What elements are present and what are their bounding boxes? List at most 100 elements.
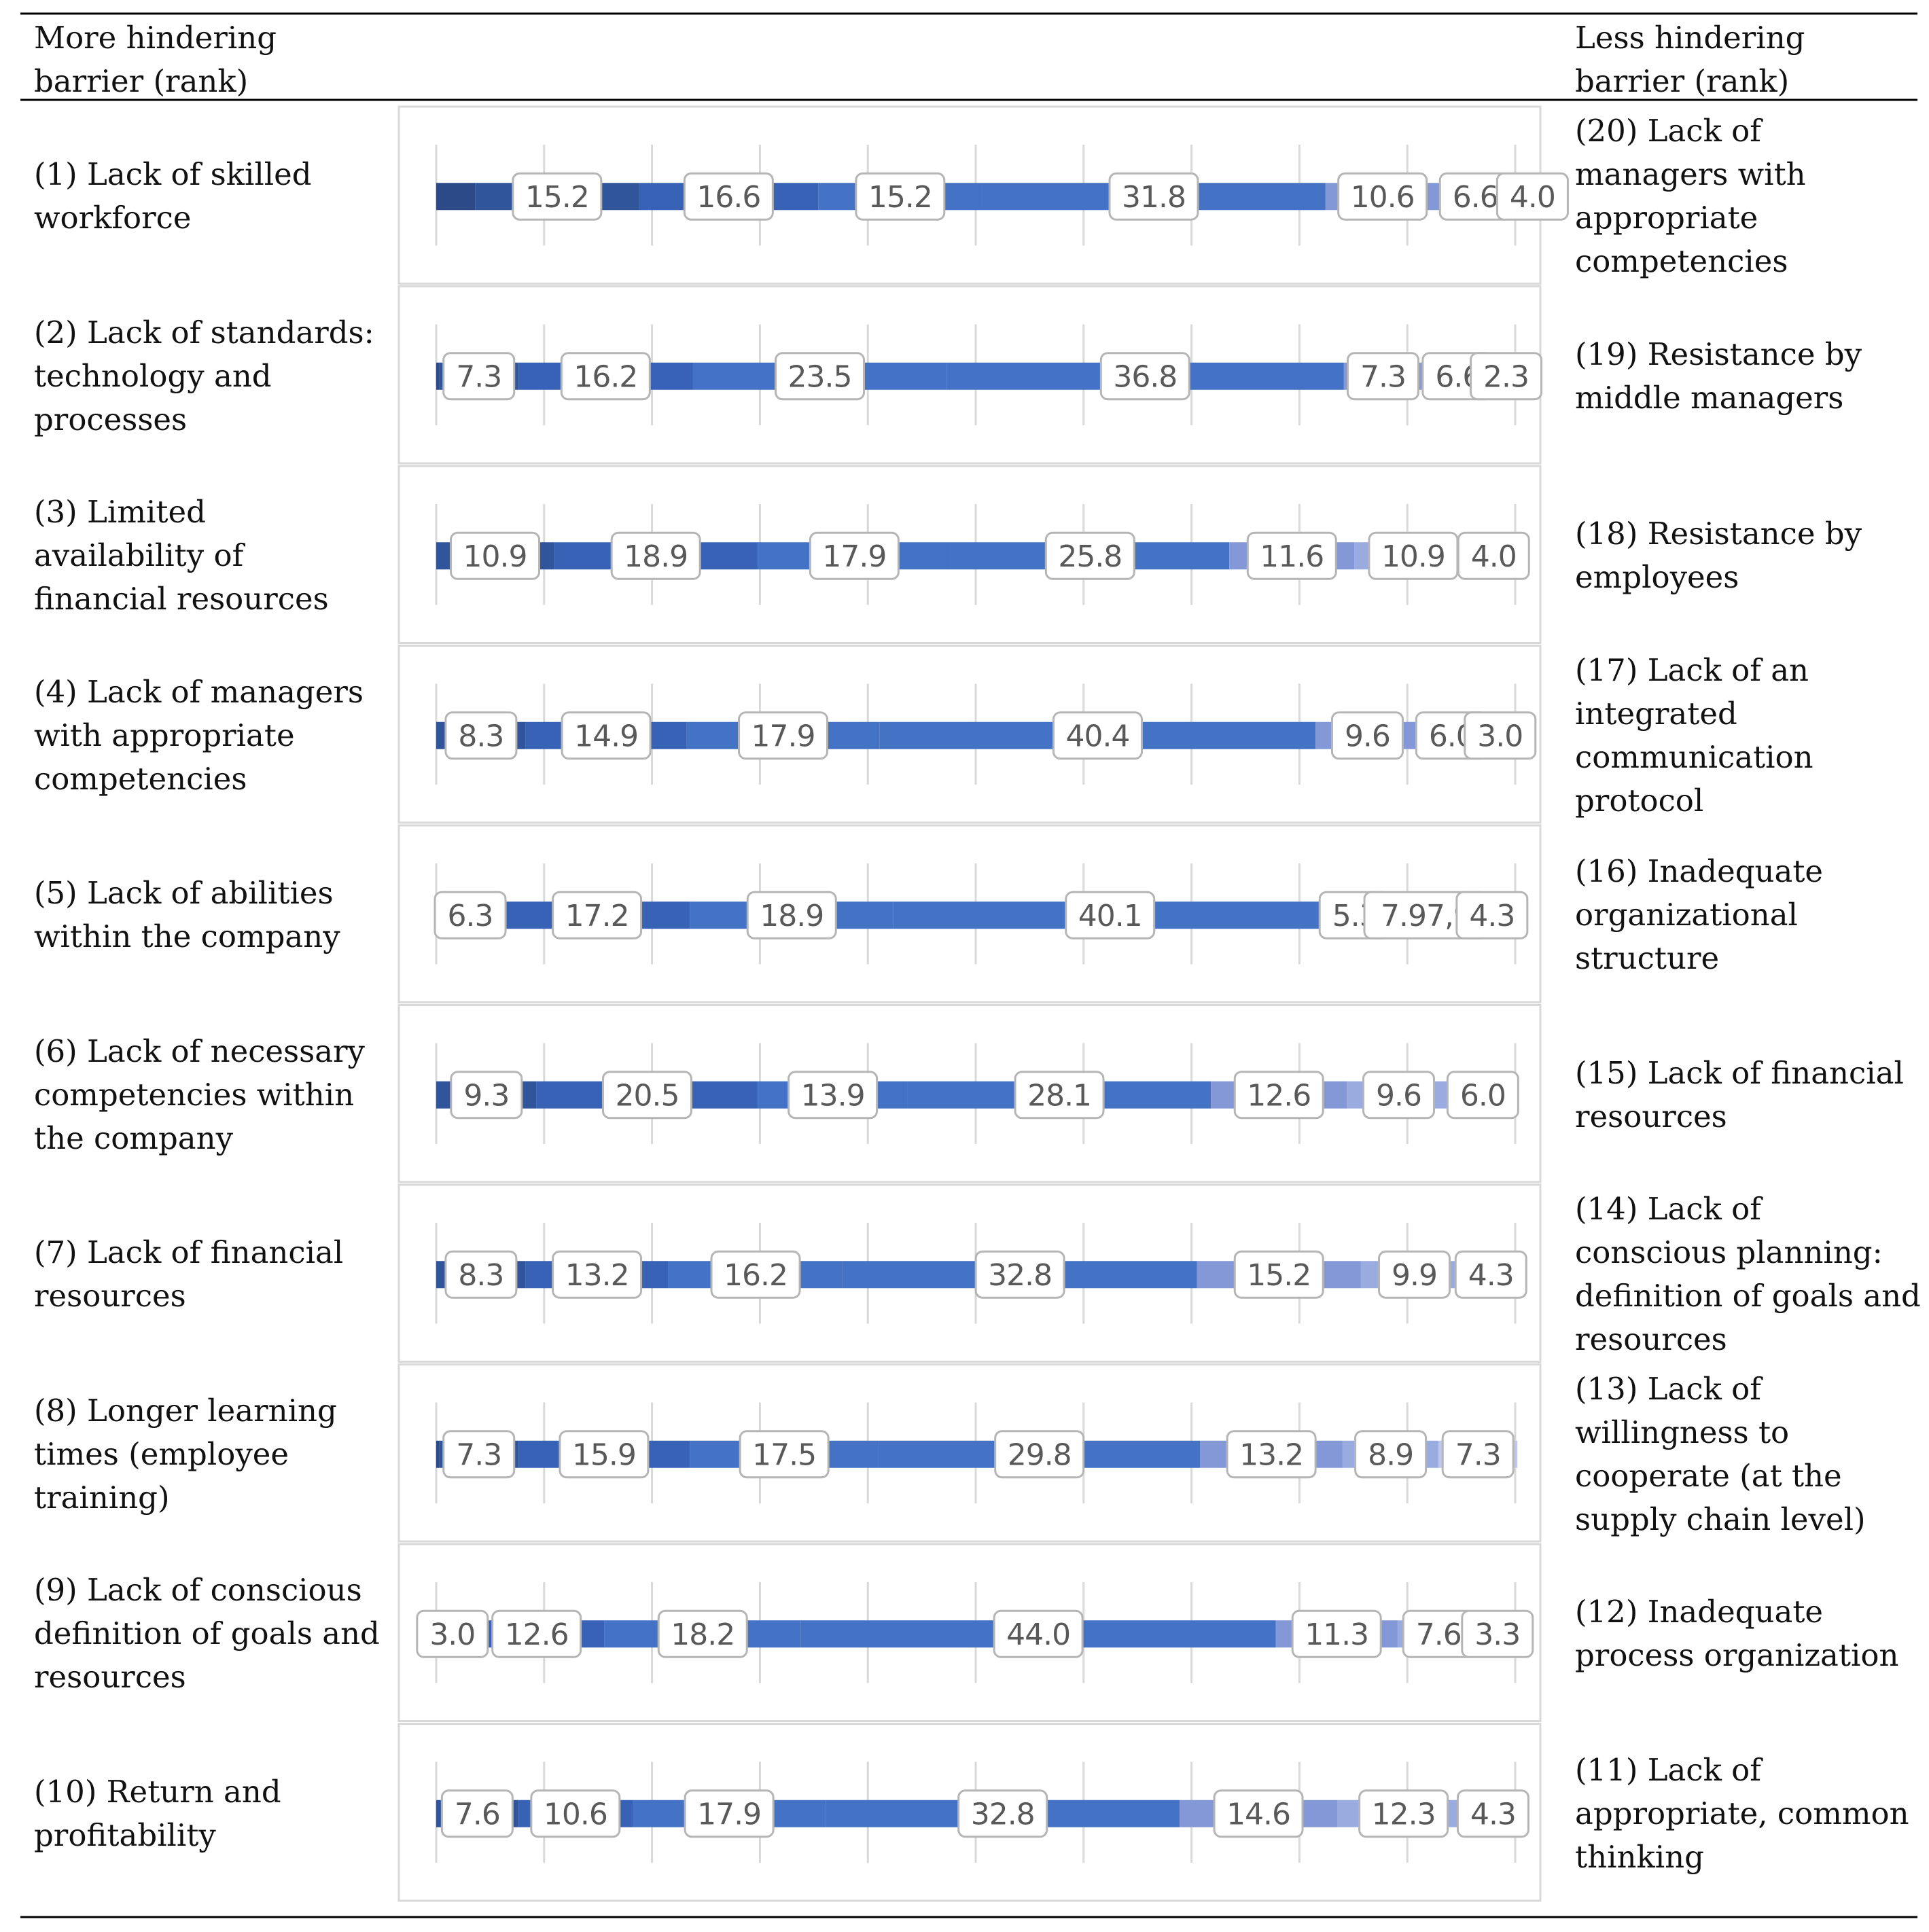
data-label: 32.8 [957,1789,1048,1838]
data-label-text: 17.9 [697,1797,761,1831]
data-label-text: 44.0 [1006,1617,1070,1652]
data-label-text: 15.2 [868,180,932,215]
data-label-box [1052,711,1143,760]
right-category-label: (13) Lack of willingness to cooperate (a… [1575,1370,1866,1537]
data-label: 17.9 [738,711,829,760]
right-category-label: (19) Resistance by middle managers [1575,336,1862,416]
data-label: 17.9 [684,1789,775,1838]
data-label: 10.9 [1368,531,1459,580]
right-category-label: (16) Inadequate organizational structure [1575,853,1824,977]
data-label-text: 12.6 [1247,1078,1311,1113]
data-label-box [530,1789,621,1838]
row-frame [397,1004,1542,1183]
data-label-box [560,352,651,401]
data-label-text: 7.3 [456,359,501,394]
data-label-text: 10.9 [463,539,527,574]
data-label-text: 8.3 [458,1258,503,1293]
data-label-box [993,1609,1084,1658]
data-label: 10.6 [530,1789,621,1838]
data-label-text: 25.8 [1058,539,1122,574]
data-label-text: 36.8 [1113,359,1177,394]
data-label-text: 11.3 [1305,1617,1368,1652]
data-label-box [1496,172,1569,221]
data-label-text: 4.3 [1470,1797,1516,1831]
data-label-box [433,891,507,940]
data-label: 10.9 [450,531,541,580]
data-label-text: 8.9 [1368,1437,1413,1472]
data-label-box [994,1430,1085,1479]
data-label-text: 4.0 [1510,180,1555,215]
data-label-text: 15.2 [525,180,589,215]
data-label-text: 32.8 [971,1797,1035,1831]
data-label: 8.3 [444,711,518,760]
data-label-box [1226,1430,1317,1479]
data-label-text: 7.3 [1455,1437,1501,1472]
data-label-box [1461,1609,1534,1658]
data-label-box [1346,352,1419,401]
data-label-box [1354,1430,1428,1479]
data-label-box [738,711,829,760]
data-label-box [1108,172,1199,221]
data-label-text: 29.8 [1008,1437,1072,1472]
data-label-box [1457,531,1530,580]
left-category-label: (6) Lack of necessary competencies withi… [34,1033,365,1156]
right-header-title: Less hindering barrier (rank) [1575,20,1805,99]
data-label-box [561,711,652,760]
data-label-box [601,1071,692,1120]
data-label-box [491,1609,582,1658]
data-label-text: 13.9 [801,1078,865,1113]
data-label: 15.9 [559,1430,650,1479]
data-label-box [442,352,516,401]
data-label-text: 4.0 [1471,539,1517,574]
right-category-label: (17) Lack of an integrated communication… [1575,651,1813,819]
data-label: 12.6 [1233,1071,1324,1120]
data-label-text: 10.9 [1381,539,1445,574]
gridlines [435,145,1517,1863]
data-label: 14.6 [1213,1789,1304,1838]
data-label: 16.6 [683,172,774,221]
left-header-title: More hindering barrier (rank) [34,20,277,99]
data-label: 7.6 [440,1789,514,1838]
data-label: 40.4 [1052,711,1143,760]
data-label-box [1099,352,1190,401]
data-label-box [974,1250,1065,1299]
data-label-box [1378,1250,1451,1299]
data-label: 13.2 [1226,1430,1317,1479]
data-label-box [1233,1071,1324,1120]
data-label-text: 7.6 [1416,1617,1462,1652]
data-label-text: 7.3 [456,1437,501,1472]
row-frame [397,1183,1542,1363]
row-frame [397,1363,1542,1543]
left-category-label: (5) Lack of abilities within the company [34,875,340,955]
data-label-text: 16.2 [573,359,637,394]
left-category-label: (10) Return and profitability [34,1773,281,1853]
data-label-box [809,531,900,580]
data-label: 15.2 [855,172,946,221]
data-label-text: 9.6 [1345,719,1390,753]
data-label-text: 17.2 [565,899,629,933]
data-label-box [512,172,603,221]
data-label-text: 11.6 [1260,539,1324,574]
data-label: 9.6 [1330,711,1404,760]
data-label: 31.8 [1108,172,1199,221]
data-label-text: 12.6 [505,1617,569,1652]
right-category-label: (14) Lack of conscious planning: definit… [1575,1191,1921,1358]
data-label: 4.3 [1454,1250,1527,1299]
data-label-text: 9.9 [1392,1258,1437,1293]
data-label: 7.3 [1346,352,1419,401]
data-label-box [1213,1789,1304,1838]
data-label-text: 17.9 [822,539,886,574]
data-label-text: 32.8 [988,1258,1052,1293]
data-label: 11.6 [1246,531,1337,580]
data-label-text: 20.5 [615,1078,679,1113]
data-label-text: 10.6 [1351,180,1415,215]
data-label: 18.9 [610,531,701,580]
data-label: 10.6 [1337,172,1428,221]
data-label: 2.3 [1470,352,1543,401]
data-label-box [1455,891,1529,940]
data-label-box [444,1250,518,1299]
data-label: 13.2 [552,1250,643,1299]
data-label: 4.0 [1457,531,1530,580]
data-label-box [775,352,866,401]
